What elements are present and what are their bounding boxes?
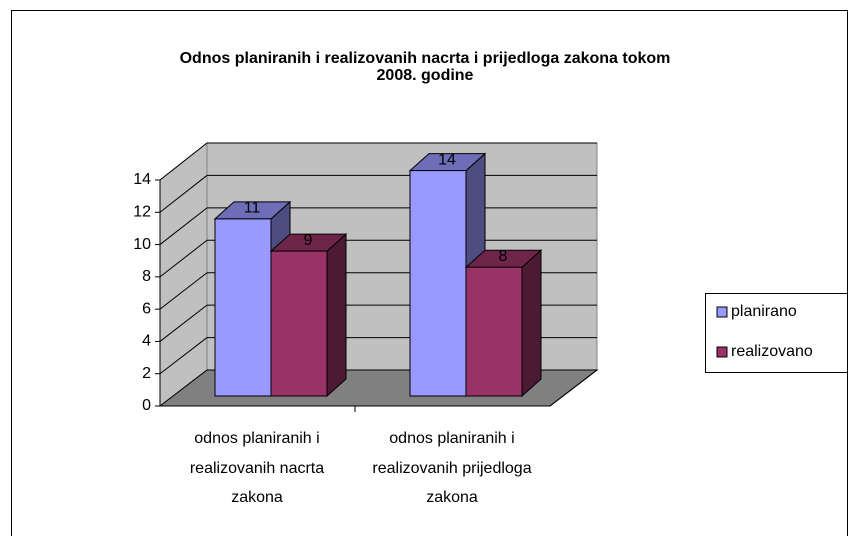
y-tick-label: 2 [142, 365, 151, 382]
legend-label: planirano [731, 303, 797, 320]
floor-edge [549, 369, 598, 407]
y-tick-label: 0 [142, 397, 151, 414]
bar-side [521, 249, 542, 398]
chart-border [11, 10, 848, 536]
left-wall [159, 141, 208, 408]
grid-line [159, 337, 208, 375]
data-label: 14 [438, 151, 456, 168]
grid-line [159, 272, 208, 310]
y-tick-label: 6 [142, 300, 151, 317]
y-tick-label: 14 [133, 171, 151, 188]
x-tick-label: odnos planiranih i realizovanih prijedlo… [372, 430, 532, 506]
chart-title: Odnos planiranih i realizovanih nacrta i… [179, 50, 671, 84]
grid-line [159, 239, 208, 278]
grid-line [159, 304, 208, 342]
legend-swatch [716, 306, 728, 318]
data-label: 9 [304, 232, 313, 249]
x-tick-label: odnos planiranih i realizovanih nacrta z… [189, 430, 325, 506]
bar [409, 170, 467, 397]
y-tick-label: 8 [142, 268, 151, 285]
y-tick-label: 4 [142, 333, 151, 350]
legend-box [705, 293, 848, 373]
bar [214, 218, 272, 397]
bar-side [326, 232, 347, 398]
data-label: 8 [499, 248, 508, 265]
bar [270, 250, 328, 397]
y-tick-label: 10 [133, 236, 151, 253]
grid-line [159, 175, 208, 213]
data-label: 11 [244, 200, 261, 217]
grid-line [159, 142, 208, 181]
legend-label: realizovano [731, 343, 813, 360]
grid-line [159, 207, 208, 245]
legend-swatch [716, 346, 728, 358]
y-tick-label: 12 [133, 204, 151, 221]
bar [465, 266, 523, 397]
